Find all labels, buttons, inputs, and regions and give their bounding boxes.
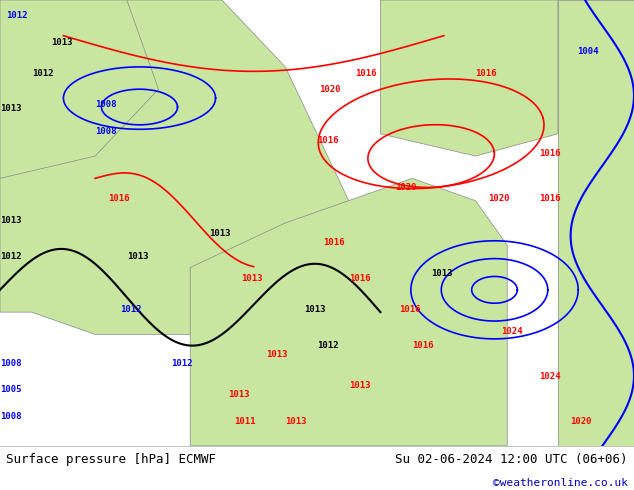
Text: 1013: 1013 <box>349 381 370 390</box>
Text: 1013: 1013 <box>209 229 231 238</box>
Polygon shape <box>190 178 507 446</box>
Text: 1016: 1016 <box>476 69 497 78</box>
Text: 1012: 1012 <box>6 11 28 20</box>
Text: 1013: 1013 <box>51 38 72 47</box>
Text: 1013: 1013 <box>228 390 250 399</box>
Text: 1016: 1016 <box>108 194 129 203</box>
Text: 1020: 1020 <box>319 85 340 94</box>
Text: 1012: 1012 <box>317 341 339 350</box>
Text: 1008: 1008 <box>95 100 117 109</box>
Text: 1013: 1013 <box>0 216 22 225</box>
Text: 1016: 1016 <box>539 149 560 158</box>
Text: 1008: 1008 <box>0 412 22 421</box>
Text: 1016: 1016 <box>399 305 421 314</box>
Text: 1005: 1005 <box>0 386 22 394</box>
Text: 1013: 1013 <box>431 270 453 278</box>
Text: 1020: 1020 <box>571 416 592 426</box>
Text: 1016: 1016 <box>349 274 370 283</box>
Polygon shape <box>380 0 558 156</box>
Polygon shape <box>0 0 349 334</box>
Text: 1016: 1016 <box>539 194 560 203</box>
Text: 1013: 1013 <box>266 350 288 359</box>
Text: 1013: 1013 <box>0 104 22 114</box>
Text: 1013: 1013 <box>285 416 307 426</box>
Text: Surface pressure [hPa] ECMWF: Surface pressure [hPa] ECMWF <box>6 453 216 466</box>
Text: 1016: 1016 <box>323 238 345 247</box>
Text: 1020: 1020 <box>488 194 510 203</box>
Text: 1012: 1012 <box>120 305 142 314</box>
Text: 1024: 1024 <box>501 327 522 337</box>
Text: 1008: 1008 <box>95 127 117 136</box>
Text: Su 02-06-2024 12:00 UTC (06+06): Su 02-06-2024 12:00 UTC (06+06) <box>395 453 628 466</box>
Text: 1024: 1024 <box>539 372 560 381</box>
Text: 1016: 1016 <box>412 341 434 350</box>
Text: 1012: 1012 <box>32 69 53 78</box>
Text: 1012: 1012 <box>0 252 22 261</box>
Polygon shape <box>558 0 634 446</box>
Text: ©weatheronline.co.uk: ©weatheronline.co.uk <box>493 478 628 489</box>
Text: 1013: 1013 <box>241 274 262 283</box>
Text: 1008: 1008 <box>0 359 22 368</box>
Text: 1012: 1012 <box>171 359 193 368</box>
Text: 1016: 1016 <box>317 136 339 145</box>
Text: 1011: 1011 <box>235 416 256 426</box>
Polygon shape <box>0 0 158 178</box>
Text: 1013: 1013 <box>127 252 148 261</box>
Text: 1004: 1004 <box>577 47 598 55</box>
Text: 1013: 1013 <box>304 305 326 314</box>
Text: 1020: 1020 <box>395 183 417 192</box>
Text: 1016: 1016 <box>355 69 377 78</box>
